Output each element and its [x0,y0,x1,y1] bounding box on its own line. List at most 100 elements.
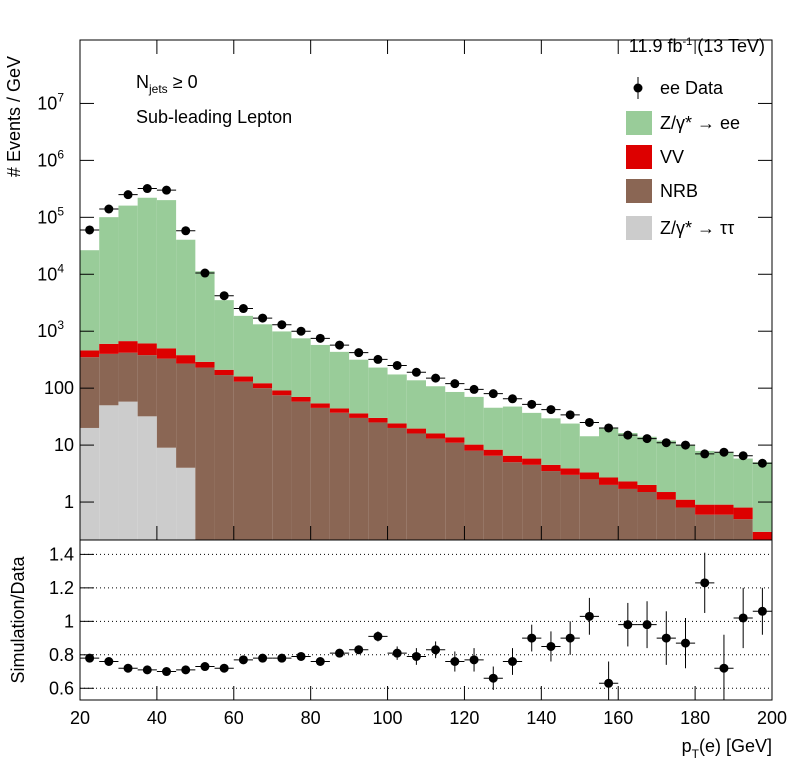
histogram-bar [464,450,484,540]
histogram-bar [118,205,138,342]
data-point [85,225,95,235]
data-point [277,320,287,330]
ratio-point [315,657,325,667]
data-point [700,449,710,459]
histogram-bar [156,200,177,349]
histogram-bar [522,464,542,540]
histogram-bar [80,250,100,351]
data-point [200,268,210,278]
y-axis-label: # Events / GeV [4,56,24,177]
ratio-plot [80,552,772,700]
data-point [219,291,229,301]
histogram-bar [656,440,676,493]
lumi-value: 11.9 fb [629,36,683,56]
y-tick-label: 104 [37,261,64,284]
histogram-bar [560,474,580,540]
ratio-point [450,657,460,667]
data-point [296,326,306,336]
ratio-point [335,648,344,658]
data-point [238,304,248,314]
histogram-bar [656,499,676,540]
ratio-point [488,673,498,683]
ratio-point [373,631,383,641]
y-tick-label: 103 [37,318,64,341]
histogram-bar [695,514,715,540]
selection-symbol: N [136,72,149,92]
legend-swatch [626,216,652,240]
data-point [527,399,537,409]
data-point [488,389,498,399]
ratio-point [661,633,671,643]
histogram-bar [714,514,734,540]
histogram-bar [656,492,676,500]
data-point [738,451,748,461]
histogram-bar [368,422,388,540]
y-tick-label: 1.2 [49,578,74,598]
histogram-bar [137,355,157,417]
y-tick-base: 10 [37,264,57,284]
ratio-point [469,655,479,665]
histogram-bar [579,436,599,473]
data-point [373,354,383,364]
data-point [392,360,402,370]
histogram-bar [80,357,100,428]
histogram-bar [406,380,426,429]
histogram-bar [137,197,157,344]
histogram-bar [118,352,138,402]
histogram-bar [253,388,273,540]
ratio-point [584,611,594,621]
ratio-point [757,606,767,616]
selection-label: Njets ≥ 0 [136,72,198,96]
histogram-bar [214,375,234,540]
ratio-point [565,633,575,643]
histogram-bar [522,458,542,465]
legend-swatch [626,145,652,169]
histogram-bar [426,386,446,434]
legend-label: Z/γ* → ττ [660,218,734,238]
ratio-point [508,657,517,667]
legend-label: ee Data [660,78,724,98]
legend-label: NRB [660,181,698,201]
histogram-bar [675,507,696,540]
ratio-point [258,653,268,663]
histogram-bar [99,343,119,354]
ratio-point [200,662,210,672]
histogram-bar [118,341,138,353]
x-label-rest: (e) [GeV] [699,736,772,756]
data-point [315,333,325,343]
y-tick-label: 1 [64,492,74,512]
histogram-bar [233,315,253,377]
data-point [565,410,575,420]
data-point [354,348,364,358]
histogram-bar [714,452,734,505]
data-point [719,447,729,457]
histogram-bar [291,338,311,397]
data-point [258,313,268,323]
histogram-bar [445,442,465,540]
y-tick-label: 0.6 [49,678,74,698]
histogram-bar [675,499,696,508]
ratio-point [181,665,191,675]
histogram-bar [291,401,311,540]
histogram-bar [368,417,388,423]
x-label-sub: T [692,747,700,761]
x-tick-label: 100 [373,708,403,728]
histogram-bar [733,507,753,520]
histogram-bar [233,381,253,540]
histogram-bar [579,472,599,480]
y-tick-label: 1 [64,611,74,631]
ratio-point [738,613,748,623]
data-point [623,430,633,440]
histogram-bar [560,468,580,475]
histogram-bar [99,217,119,344]
histogram-bar [714,504,734,515]
histogram-bar [195,361,215,368]
ratio-point [604,678,614,688]
annotation: Sub-leading Lepton [136,107,292,127]
ratio-point [642,620,652,630]
y-tick-exponent: 7 [57,90,64,104]
histogram-bar [618,481,638,489]
ratio-point [411,651,421,661]
